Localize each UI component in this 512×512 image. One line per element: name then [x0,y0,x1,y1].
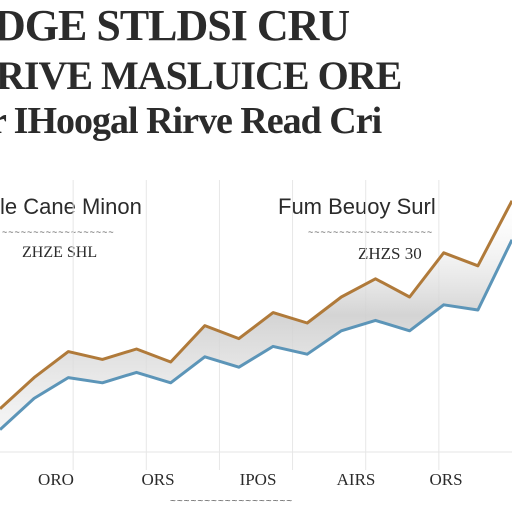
right-panel-title: Fum Beuoy Surl [278,194,436,219]
chart-title-line-3: r IHoogal Rirve Read Cri [0,100,382,142]
x-tick-label: ORS [429,470,462,489]
chart-title-line-2: RIVE MASLUICE ORE [0,53,402,98]
left-panel-title: le Cane Minon [0,194,142,219]
series-group [0,200,512,431]
x-tick-label: IPOS [240,470,277,489]
series-band [0,200,512,430]
x-tick-labels: ORO ORS IPOS AIRS ORS [38,470,462,489]
x-tick-label: ORS [141,470,174,489]
gridlines [0,180,512,470]
x-tick-label: ORO [38,470,74,489]
lower-series-line [0,239,512,431]
left-panel-subtitle: ~~~~~~~~~~~~~~~~~~ [2,227,115,237]
right-panel-value: ZHZS 30 [358,244,422,263]
left-panel-value: ZHZE SHL [22,244,98,261]
chart-title-line-1: DGE STLDSI CRU [0,1,350,50]
right-panel-subtitle: ~~~~~~~~~~~~~~~~~~~~ [308,227,434,237]
upper-series-line [0,200,512,410]
x-axis-label: ~~~~~~~~~~~~~~~~~~ [170,496,294,507]
x-tick-label: AIRS [337,470,376,489]
